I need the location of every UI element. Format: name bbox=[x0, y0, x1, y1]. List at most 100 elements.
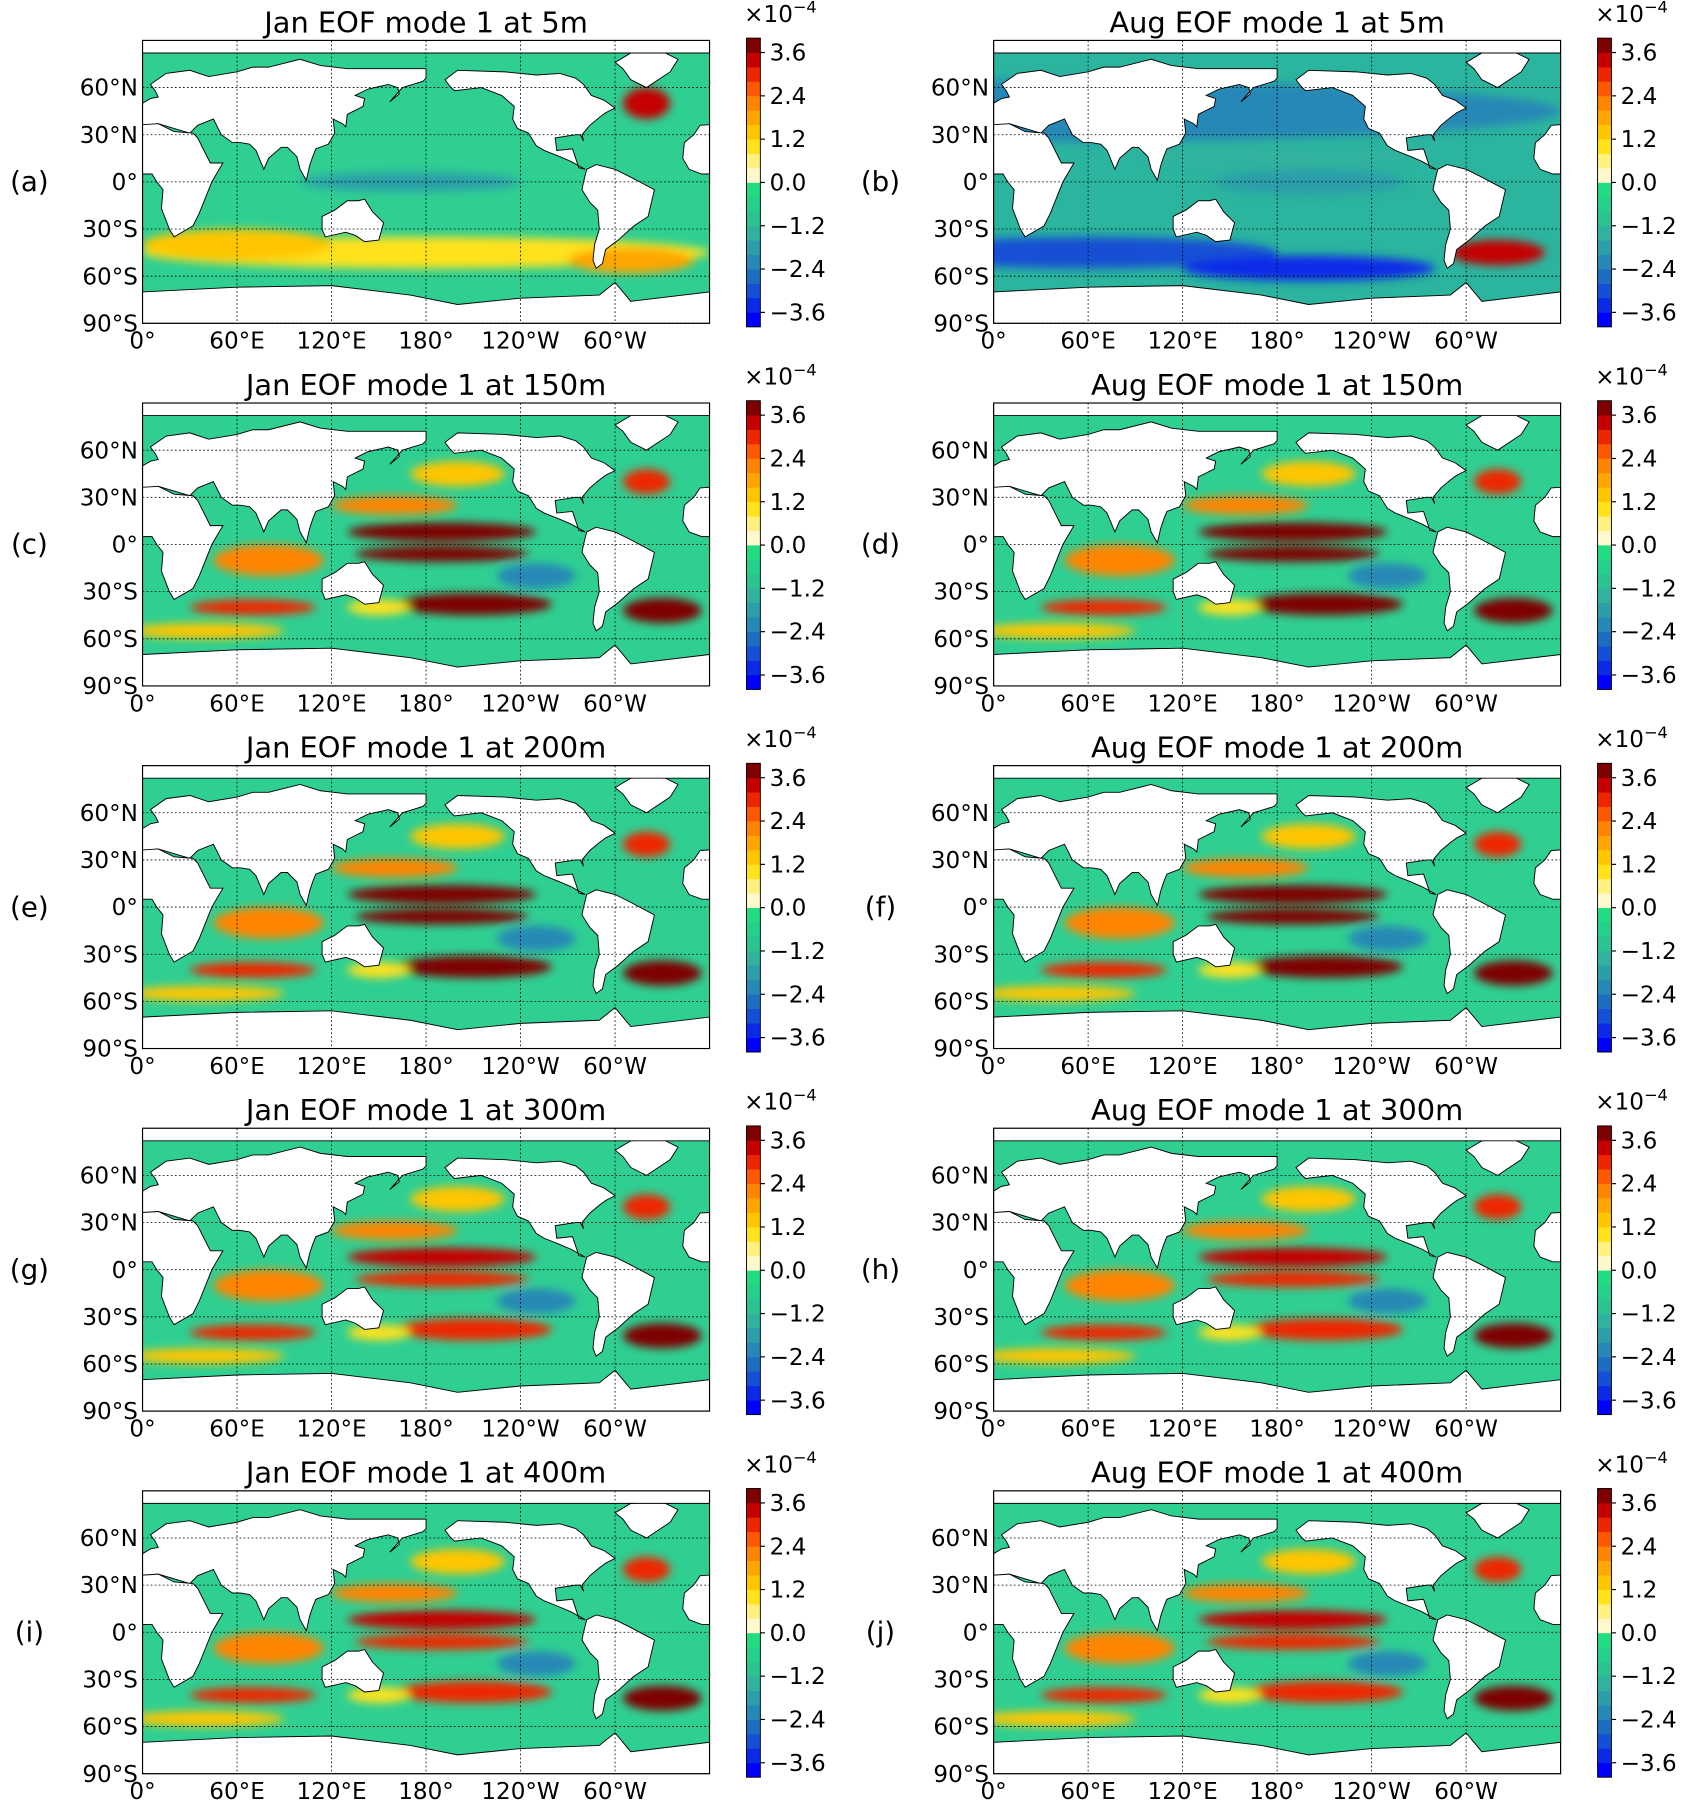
landmass bbox=[1533, 849, 1561, 900]
landmass bbox=[321, 923, 385, 968]
colorbar-band bbox=[746, 1169, 761, 1184]
lon-tick-label: 180° bbox=[398, 691, 454, 717]
lon-tick-label: 60°W bbox=[583, 329, 647, 355]
map-panel: 60°N30°N0°30°S60°S90°S0° 60°E 120°E 180° 120… bbox=[866, 1448, 1677, 1805]
colorbar-tick-label: 2.4 bbox=[770, 1172, 807, 1198]
anomaly bbox=[1064, 1632, 1175, 1664]
colorbar-band bbox=[1597, 1284, 1612, 1300]
colorbar-tick-label: −2.4 bbox=[770, 1708, 826, 1734]
colorbar-band bbox=[1597, 487, 1612, 503]
colorbar-band bbox=[746, 81, 761, 97]
anomaly-pattern bbox=[993, 1186, 1553, 1364]
colorbar-band bbox=[1597, 139, 1612, 154]
colorbar-band bbox=[1597, 950, 1612, 966]
colorbar-band bbox=[746, 1023, 761, 1038]
colorbar-band bbox=[1597, 38, 1612, 53]
colorbar-tick-label: 2.4 bbox=[1621, 1534, 1658, 1560]
anomaly bbox=[1214, 169, 1404, 195]
anomaly bbox=[1198, 1610, 1388, 1630]
landmass bbox=[1533, 1212, 1561, 1263]
anomaly bbox=[347, 522, 537, 542]
colorbar-band bbox=[746, 1212, 761, 1228]
colorbar-band bbox=[746, 1762, 761, 1778]
landmass bbox=[1533, 1574, 1561, 1625]
landmass bbox=[142, 1732, 710, 1774]
colorbar-band bbox=[1597, 1183, 1612, 1199]
colorbar-band bbox=[1597, 1140, 1612, 1156]
anomaly bbox=[213, 1632, 324, 1664]
map-frame bbox=[993, 402, 1562, 687]
lon-tick-label: 120°E bbox=[296, 691, 366, 717]
colorbar-band bbox=[746, 617, 761, 633]
colorbar-band bbox=[746, 763, 761, 779]
lat-tick-label: 60°S bbox=[933, 627, 989, 653]
colorbar-band bbox=[1597, 240, 1612, 255]
colorbar-band bbox=[1597, 994, 1612, 1010]
colorbar-band bbox=[746, 1342, 761, 1358]
colorbar-band bbox=[746, 530, 761, 546]
colorbar-band bbox=[1597, 81, 1612, 97]
lat-tick-label: 60°S bbox=[933, 264, 989, 290]
colorbar-band bbox=[1597, 588, 1612, 604]
colorbar-band bbox=[1597, 893, 1612, 909]
lon-tick-label: 120°W bbox=[481, 1779, 560, 1805]
colorbar-band bbox=[746, 52, 761, 68]
lat-tick-label: 60°N bbox=[80, 76, 138, 102]
colorbar-tick-label: 0.0 bbox=[770, 1621, 807, 1647]
colorbar-band bbox=[746, 400, 761, 416]
landmass bbox=[1432, 164, 1507, 270]
colorbar-band bbox=[746, 602, 761, 618]
anomaly bbox=[1064, 907, 1175, 939]
scale-exponent: −4 bbox=[1644, 360, 1668, 379]
landmass bbox=[1432, 1614, 1507, 1720]
colorbar-band bbox=[746, 1385, 761, 1401]
lon-tick-label: 120°W bbox=[1332, 1779, 1411, 1805]
landmass bbox=[444, 432, 616, 533]
colorbar-tick-label: −1.2 bbox=[1621, 576, 1677, 602]
landmass bbox=[581, 164, 655, 270]
lat-tick-label: 0° bbox=[112, 1258, 138, 1284]
landmass bbox=[142, 1490, 710, 1504]
landmass bbox=[1560, 1553, 1561, 1577]
landmass bbox=[142, 1573, 224, 1688]
colorbar-band bbox=[1597, 95, 1612, 111]
colorbar-tick-label: 0.0 bbox=[1621, 896, 1658, 922]
landmass bbox=[142, 1146, 427, 1270]
colorbar-band bbox=[1597, 400, 1612, 416]
colorbar-tick-label: 2.4 bbox=[1621, 447, 1658, 473]
colorbar-band bbox=[746, 1183, 761, 1199]
landmass bbox=[1295, 1157, 1468, 1258]
colorbar-tick-label: 3.6 bbox=[770, 766, 807, 792]
colorbar-scale: ×10−4 bbox=[1595, 0, 1668, 28]
anomaly bbox=[1245, 955, 1404, 978]
lon-tick-label: 120°E bbox=[1148, 1417, 1218, 1443]
colorbar-tick-label: −2.4 bbox=[1621, 1708, 1677, 1734]
anomaly bbox=[993, 1348, 1136, 1364]
anomaly bbox=[213, 1269, 324, 1302]
colorbar-tick-label: 2.4 bbox=[1621, 84, 1658, 110]
landmass bbox=[682, 124, 710, 175]
colorbar-band bbox=[1597, 864, 1612, 880]
landmass bbox=[1560, 1190, 1561, 1214]
colorbar-tick-label: −1.2 bbox=[770, 1664, 826, 1690]
colorbar-band bbox=[746, 487, 761, 503]
landmass bbox=[142, 403, 710, 417]
landmass bbox=[682, 849, 710, 900]
anomaly bbox=[1261, 1186, 1356, 1212]
lat-tick-label: 30°S bbox=[82, 1305, 138, 1331]
lon-tick-label: 0° bbox=[981, 1779, 1007, 1805]
lat-tick-label: 30°N bbox=[931, 1211, 989, 1237]
anomaly bbox=[993, 236, 1278, 269]
colorbar-band bbox=[1597, 835, 1612, 851]
colorbar-band bbox=[746, 458, 761, 474]
landmass bbox=[142, 1007, 710, 1049]
colorbar-band bbox=[1597, 1342, 1612, 1358]
colorbar-tick-label: −3.6 bbox=[770, 1751, 826, 1777]
panel-label: (b) bbox=[861, 165, 900, 198]
lat-tick-label: 30°S bbox=[933, 580, 989, 606]
anomaly bbox=[1198, 885, 1388, 904]
colorbar-tick-label: 2.4 bbox=[770, 447, 807, 473]
panel-label: (d) bbox=[861, 528, 900, 561]
anomaly bbox=[1473, 597, 1553, 624]
scale-exponent: −4 bbox=[793, 0, 817, 17]
